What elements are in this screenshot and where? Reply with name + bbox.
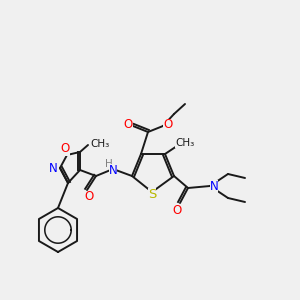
Text: O: O <box>123 118 133 131</box>
Text: O: O <box>84 190 94 203</box>
Text: O: O <box>164 118 172 131</box>
Text: N: N <box>109 164 117 176</box>
Text: N: N <box>49 161 57 175</box>
Text: N: N <box>210 179 218 193</box>
Text: CH₃: CH₃ <box>175 138 194 148</box>
Text: O: O <box>172 203 182 217</box>
Text: S: S <box>148 188 156 200</box>
Text: CH₃: CH₃ <box>90 139 109 149</box>
Text: O: O <box>60 142 70 155</box>
Text: H: H <box>105 159 113 169</box>
